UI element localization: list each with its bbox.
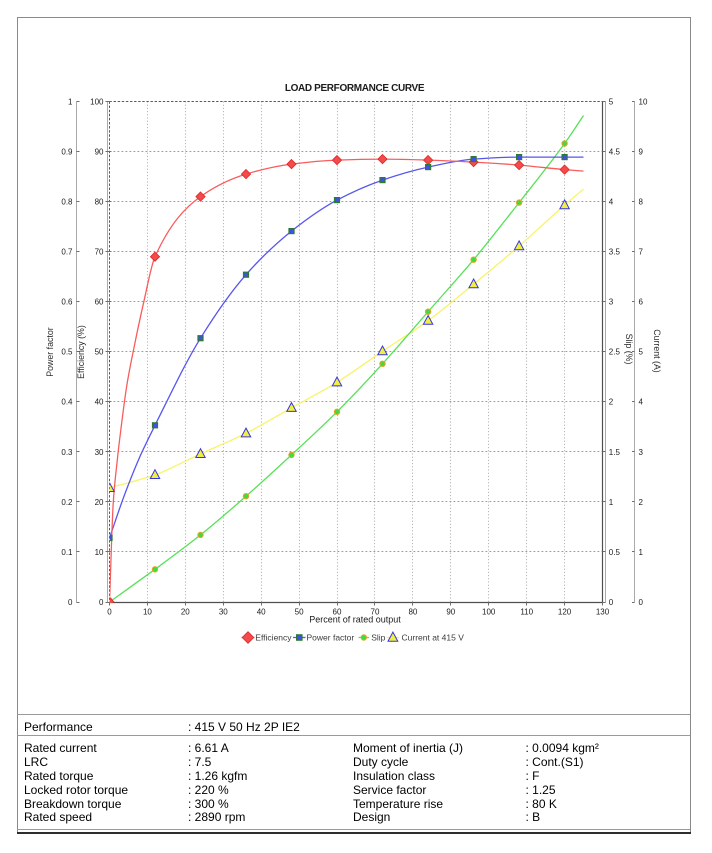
svg-text:3: 3 bbox=[609, 298, 614, 307]
svg-text:70: 70 bbox=[371, 607, 380, 616]
svg-text:50: 50 bbox=[95, 348, 104, 357]
svg-text:0: 0 bbox=[99, 598, 104, 607]
svg-text:20: 20 bbox=[95, 498, 104, 507]
svg-text:3.5: 3.5 bbox=[609, 248, 621, 257]
svg-text:0.4: 0.4 bbox=[61, 398, 73, 407]
svg-text:80: 80 bbox=[408, 607, 417, 616]
svg-text:60: 60 bbox=[333, 607, 342, 616]
svg-text:8: 8 bbox=[639, 198, 644, 207]
svg-text:40: 40 bbox=[95, 398, 104, 407]
svg-text:0.1: 0.1 bbox=[61, 548, 73, 557]
svg-text:2.5: 2.5 bbox=[609, 348, 621, 357]
svg-text:7: 7 bbox=[639, 248, 644, 257]
svg-text:6: 6 bbox=[639, 298, 644, 307]
svg-text:0: 0 bbox=[639, 598, 644, 607]
svg-text:0.7: 0.7 bbox=[61, 248, 73, 257]
svg-text:100: 100 bbox=[90, 97, 104, 106]
svg-text:20: 20 bbox=[181, 607, 190, 616]
svg-text:110: 110 bbox=[520, 607, 533, 616]
svg-text:Current at 415 V: Current at 415 V bbox=[402, 633, 465, 643]
svg-text:3: 3 bbox=[639, 448, 644, 457]
svg-text:0: 0 bbox=[68, 598, 73, 607]
svg-text:10: 10 bbox=[143, 607, 152, 616]
svg-text:90: 90 bbox=[446, 607, 455, 616]
svg-text:0: 0 bbox=[609, 598, 614, 607]
svg-text:0.2: 0.2 bbox=[61, 498, 73, 507]
svg-text:Slip: Slip bbox=[371, 633, 385, 643]
svg-text:30: 30 bbox=[219, 607, 228, 616]
svg-text:Percent of rated output: Percent of rated output bbox=[309, 615, 401, 625]
svg-text:5: 5 bbox=[639, 348, 644, 357]
svg-text:0.5: 0.5 bbox=[61, 348, 73, 357]
svg-text:100: 100 bbox=[482, 607, 496, 616]
svg-text:70: 70 bbox=[95, 248, 104, 257]
svg-text:10: 10 bbox=[95, 548, 104, 557]
svg-text:30: 30 bbox=[95, 448, 104, 457]
svg-text:Efficiency (%): Efficiency (%) bbox=[76, 325, 86, 379]
svg-text:10: 10 bbox=[639, 97, 648, 106]
svg-text:0.9: 0.9 bbox=[61, 148, 73, 157]
svg-text:1: 1 bbox=[609, 498, 614, 507]
svg-text:4: 4 bbox=[609, 198, 614, 207]
svg-text:5: 5 bbox=[609, 97, 614, 106]
svg-text:0: 0 bbox=[107, 607, 112, 616]
svg-text:9: 9 bbox=[639, 148, 644, 157]
svg-text:LOAD PERFORMANCE CURVE: LOAD PERFORMANCE CURVE bbox=[285, 83, 425, 94]
svg-text:4: 4 bbox=[639, 398, 644, 407]
svg-text:2: 2 bbox=[609, 398, 614, 407]
svg-text:2: 2 bbox=[639, 498, 644, 507]
svg-text:0.6: 0.6 bbox=[61, 298, 73, 307]
svg-text:Current (A): Current (A) bbox=[652, 329, 662, 373]
svg-text:1.5: 1.5 bbox=[609, 448, 621, 457]
svg-text:130: 130 bbox=[596, 607, 610, 616]
svg-text:0.8: 0.8 bbox=[61, 198, 73, 207]
svg-text:90: 90 bbox=[95, 148, 104, 157]
svg-text:40: 40 bbox=[257, 607, 266, 616]
svg-text:Efficiency: Efficiency bbox=[255, 633, 292, 643]
svg-text:80: 80 bbox=[95, 198, 104, 207]
svg-text:0.3: 0.3 bbox=[61, 448, 73, 457]
svg-text:4.5: 4.5 bbox=[609, 148, 621, 157]
svg-text:50: 50 bbox=[295, 607, 304, 616]
svg-text:0.5: 0.5 bbox=[609, 548, 621, 557]
svg-text:60: 60 bbox=[95, 298, 104, 307]
svg-text:1: 1 bbox=[68, 97, 73, 106]
svg-text:Power factor: Power factor bbox=[45, 327, 55, 376]
svg-text:120: 120 bbox=[558, 607, 572, 616]
svg-text:1: 1 bbox=[639, 548, 644, 557]
svg-text:Power factor: Power factor bbox=[307, 633, 355, 643]
svg-text:Slip (%): Slip (%) bbox=[624, 334, 634, 365]
